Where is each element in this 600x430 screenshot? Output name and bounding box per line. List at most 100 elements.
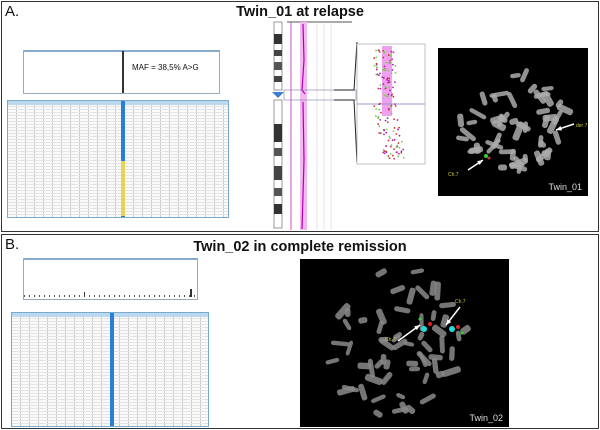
data-point (379, 72, 381, 75)
data-point (390, 144, 393, 146)
data-point (387, 79, 390, 82)
data-point (389, 145, 392, 148)
chromosome (510, 72, 521, 79)
data-point (373, 64, 376, 67)
fish-image-twin-02: Ch.7 Ch.7 Twin_02 (300, 259, 509, 427)
chromosome (520, 68, 529, 83)
data-point (386, 95, 389, 98)
data-point (393, 127, 396, 129)
chromosome (415, 285, 430, 300)
chromosome (406, 360, 419, 367)
chromosome (541, 86, 554, 91)
chromosome (439, 335, 445, 354)
data-point (384, 119, 387, 122)
fish-signal (418, 317, 422, 321)
data-point (383, 152, 386, 155)
data-point (385, 128, 388, 131)
chromosome (537, 135, 544, 148)
data-point (377, 123, 380, 126)
chromosome (358, 317, 368, 324)
chromosome (396, 393, 406, 400)
data-point (391, 139, 394, 142)
chromosome (383, 359, 391, 370)
chromosome (508, 157, 528, 170)
chromosome (431, 357, 439, 374)
chromosome (419, 393, 436, 405)
chromosome (379, 338, 395, 351)
data-point (384, 85, 387, 88)
data-point (392, 51, 395, 54)
data-point (390, 112, 393, 115)
panel-b: B. Twin_02 in complete remission Ch.7 Ch… (1, 234, 599, 429)
chromosome (457, 113, 465, 128)
data-point (388, 135, 391, 138)
chromosome (330, 340, 350, 347)
data-point (400, 150, 403, 153)
chromosome (429, 280, 437, 296)
chromosome (455, 330, 462, 342)
chromosome (467, 147, 480, 154)
data-point (391, 58, 394, 61)
chromosome (456, 135, 469, 142)
panel-a-title: Twin_01 at relapse (236, 4, 364, 20)
chromosome (418, 351, 428, 368)
data-point (391, 93, 394, 96)
chromosome (371, 394, 386, 403)
data-point (383, 133, 385, 136)
data-point (402, 148, 405, 151)
data-point (387, 93, 390, 96)
data-point (391, 154, 394, 157)
data-point (385, 131, 388, 134)
data-point (383, 50, 386, 53)
chromosome (380, 371, 393, 385)
chromosome (535, 147, 553, 163)
chromosome (441, 366, 461, 377)
data-point (387, 81, 390, 84)
chromosome (364, 373, 383, 386)
zoom-inset (356, 43, 426, 165)
data-point (385, 151, 388, 154)
variant-table-b (11, 312, 209, 427)
chromosome (466, 119, 478, 126)
data-point (377, 87, 380, 90)
chromosome (491, 119, 507, 132)
data-point (387, 139, 390, 142)
chromosome (358, 383, 368, 401)
maf-annotation: MAF = 38,5% A>G (132, 63, 199, 72)
data-point (396, 151, 398, 154)
data-point (378, 132, 381, 134)
data-point (388, 81, 391, 84)
data-point (395, 146, 398, 149)
chromosome (399, 401, 409, 414)
data-point (388, 157, 391, 160)
chromosome (410, 268, 425, 275)
chromosome (408, 366, 421, 372)
data-point (389, 153, 392, 155)
chromosome (507, 92, 518, 109)
data-point (382, 56, 385, 59)
data-point (381, 76, 384, 78)
data-point (388, 86, 391, 89)
data-point (383, 65, 386, 68)
fish-signal (421, 326, 427, 332)
data-point (378, 108, 381, 111)
chromosome (556, 103, 574, 116)
panel-a-label: A. (5, 3, 20, 20)
data-point (374, 115, 377, 117)
data-point (392, 130, 395, 132)
fish-label-der7: der 7 (576, 123, 588, 129)
chromosome (373, 409, 383, 418)
chromosome (376, 308, 387, 325)
chromosome (540, 92, 551, 97)
data-point (375, 68, 378, 71)
chromosome (479, 91, 488, 106)
data-point (382, 83, 385, 86)
chromosome (491, 93, 498, 103)
fish-signal (484, 154, 488, 158)
data-point (378, 51, 381, 53)
chromosome (367, 358, 375, 378)
data-point (397, 152, 400, 155)
fish-sample-label: Twin_02 (469, 413, 503, 423)
panel-b-label: B. (5, 236, 20, 253)
fish-label-ch7: Ch.7 (448, 172, 459, 178)
